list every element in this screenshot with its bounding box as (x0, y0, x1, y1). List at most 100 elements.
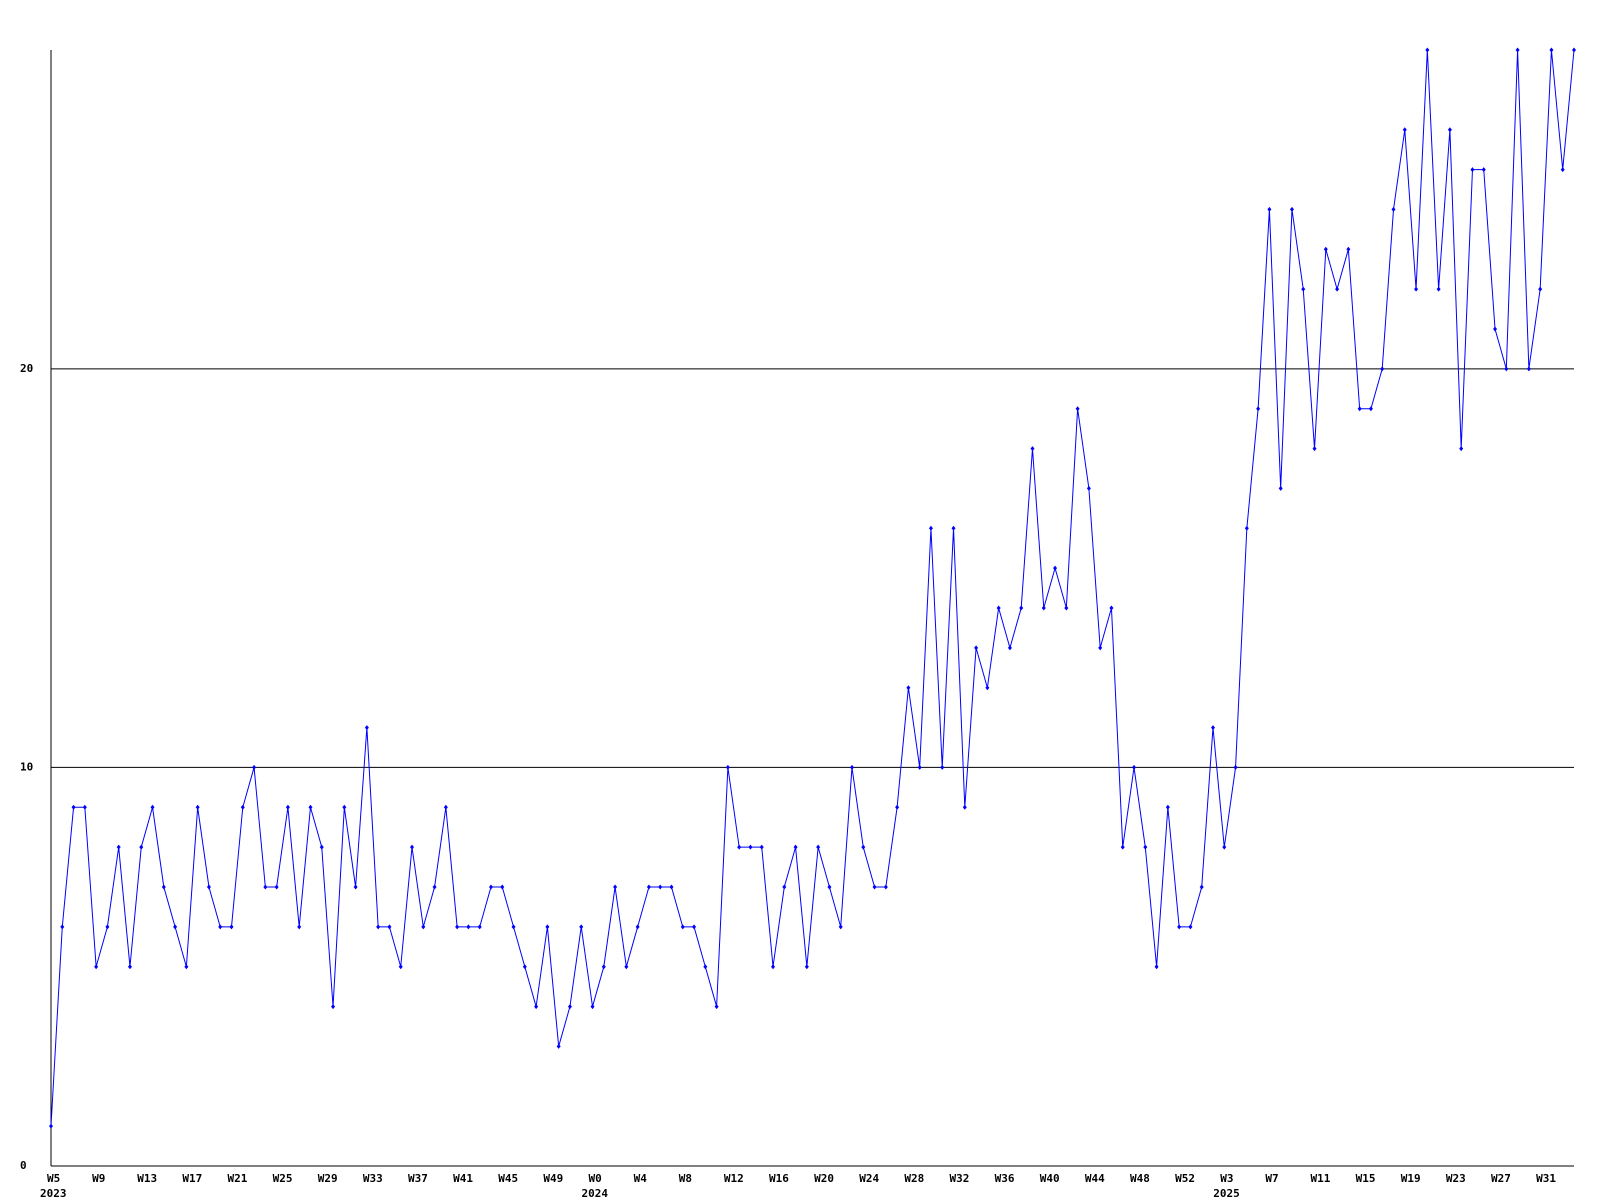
data-point (511, 924, 516, 930)
data-point (139, 844, 144, 850)
data-point (105, 924, 110, 930)
data-point (714, 1004, 719, 1010)
data-point (60, 924, 65, 930)
data-point (1312, 446, 1317, 452)
data-point (1572, 47, 1576, 53)
data-point (793, 844, 798, 850)
data-point (49, 1123, 53, 1129)
data-point (556, 1043, 561, 1049)
x-tick-label: W48 (1130, 1172, 1150, 1185)
data-point (94, 964, 99, 970)
data-point (364, 725, 369, 731)
data-point (455, 924, 460, 930)
data-point (240, 804, 245, 810)
data-point (1470, 167, 1475, 173)
data-point (161, 884, 166, 890)
y-tick-label: 0 (20, 1159, 27, 1172)
data-point (646, 884, 651, 890)
data-point (173, 924, 178, 930)
data-point (658, 884, 663, 890)
x-tick-label: W29 (318, 1172, 338, 1185)
year-label: 2023 (40, 1187, 67, 1200)
data-point (1346, 246, 1351, 252)
data-point (1335, 286, 1340, 292)
x-tick-label: W31 (1536, 1172, 1556, 1185)
data-point (545, 924, 550, 930)
data-point (1267, 206, 1272, 212)
data-point (1289, 206, 1294, 212)
data-point (974, 645, 979, 651)
data-point (1233, 764, 1238, 770)
x-tick-label: W41 (453, 1172, 473, 1185)
x-tick-label: W37 (408, 1172, 428, 1185)
data-point (229, 924, 234, 930)
x-tick-label: W44 (1085, 1172, 1105, 1185)
data-point (82, 804, 87, 810)
x-tick-label: W19 (1401, 1172, 1421, 1185)
data-point (274, 884, 279, 890)
x-tick-label: W40 (1040, 1172, 1060, 1185)
x-tick-label: W28 (904, 1172, 924, 1185)
data-point (71, 804, 76, 810)
data-point (1143, 844, 1148, 850)
data-point (184, 964, 189, 970)
data-point (737, 844, 742, 850)
data-point (1019, 605, 1024, 611)
data-point (443, 804, 448, 810)
x-tick-label: W13 (137, 1172, 157, 1185)
x-tick-label: W12 (724, 1172, 744, 1185)
data-point (906, 685, 911, 691)
data-point (398, 964, 403, 970)
data-point (680, 924, 685, 930)
data-point (1132, 764, 1137, 770)
x-tick-label: W32 (950, 1172, 970, 1185)
data-point (1493, 326, 1498, 332)
data-point (1278, 485, 1283, 491)
y-tick-label: 20 (20, 362, 33, 375)
data-point (432, 884, 437, 890)
data-point (488, 884, 493, 890)
data-point (1549, 47, 1554, 53)
data-point (771, 964, 776, 970)
data-point (1323, 246, 1328, 252)
data-point (703, 964, 708, 970)
data-point (1538, 286, 1543, 292)
data-point (816, 844, 821, 850)
x-tick-label: W16 (769, 1172, 789, 1185)
data-point (996, 605, 1001, 611)
data-point (804, 964, 809, 970)
data-point (1459, 446, 1464, 452)
data-point (827, 884, 832, 890)
data-point (1120, 844, 1125, 850)
year-label: 2025 (1213, 1187, 1240, 1200)
data-point (331, 1004, 336, 1010)
data-point (534, 1004, 539, 1010)
data-point (1064, 605, 1069, 611)
data-point (849, 764, 854, 770)
data-point (759, 844, 764, 850)
data-point (1053, 565, 1058, 571)
data-point (917, 764, 922, 770)
x-tick-label: W3 (1220, 1172, 1233, 1185)
data-point (477, 924, 482, 930)
y-tick-label: 10 (20, 760, 33, 773)
data-point (1436, 286, 1441, 292)
data-point (1256, 406, 1261, 412)
x-tick-label: W36 (995, 1172, 1015, 1185)
data-point (725, 764, 730, 770)
x-tick-label: W7 (1265, 1172, 1278, 1185)
year-label: 2024 (582, 1187, 609, 1200)
data-point (692, 924, 697, 930)
data-point (308, 804, 313, 810)
x-tick-label: W11 (1311, 1172, 1331, 1185)
data-point (195, 804, 200, 810)
data-point (1007, 645, 1012, 651)
data-point (951, 525, 956, 531)
data-line (50, 49, 1575, 1127)
data-point (782, 884, 787, 890)
data-point (1481, 167, 1486, 173)
data-point (1425, 47, 1430, 53)
data-point (895, 804, 900, 810)
data-point (1086, 485, 1091, 491)
